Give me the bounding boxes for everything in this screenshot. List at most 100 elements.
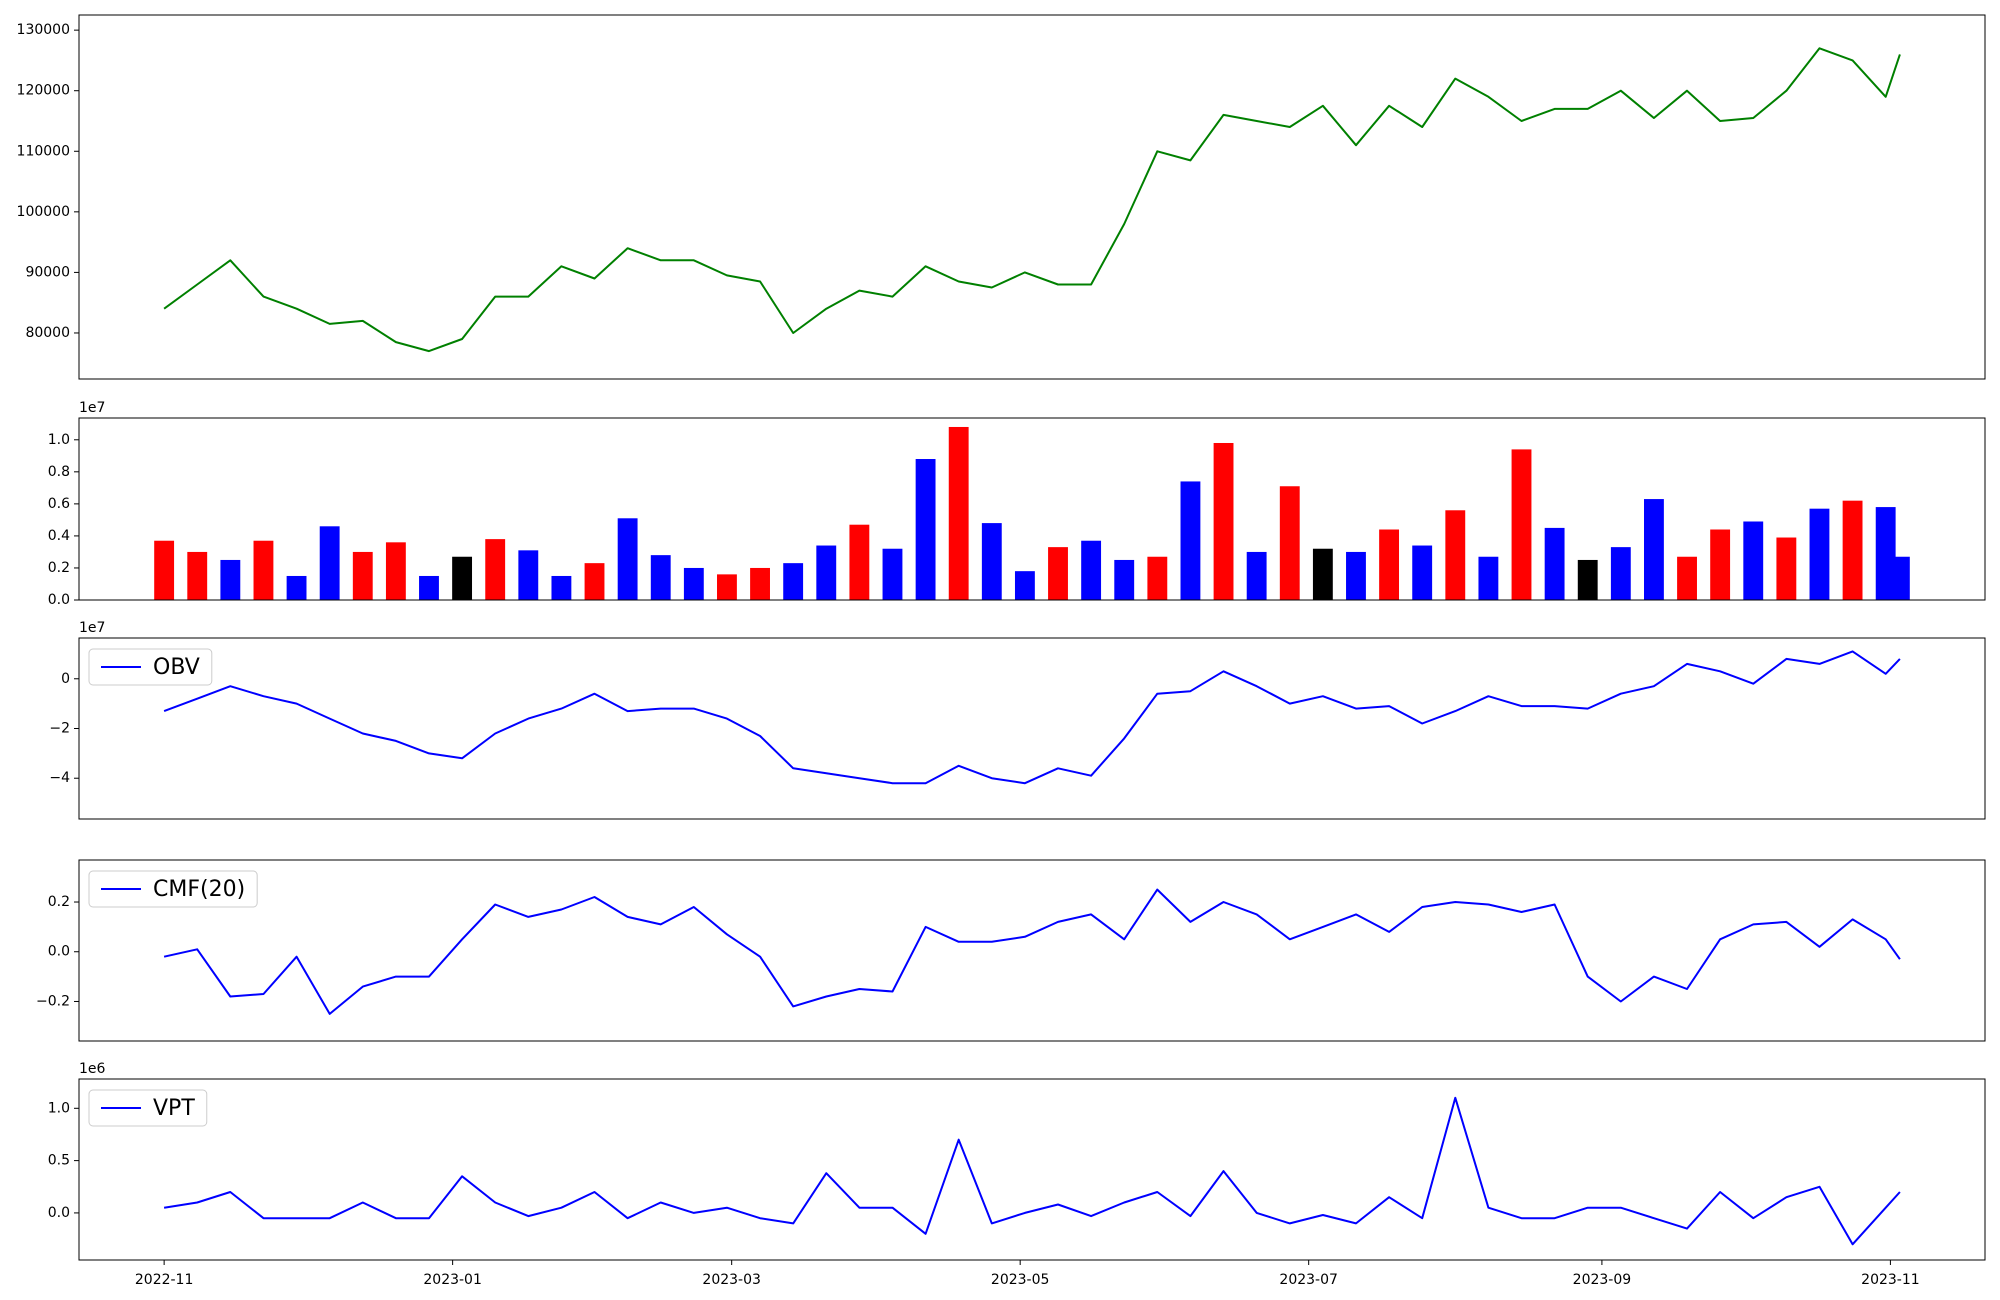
panel: 80000 90000 100000 110000 120000 130000 [17,14,1986,380]
y-tick-label: 110000 [17,143,70,159]
bar [1743,521,1764,600]
legend: OBV [88,648,213,686]
bar [1677,556,1697,600]
y-tick-label: 0.0 [48,592,70,608]
line [163,1096,1901,1246]
y-tick-label: 0.0 [48,1205,70,1221]
bar [1889,556,1910,600]
bar [385,542,406,600]
x-tick-label: 2023-05 [991,1272,1050,1288]
y-tick-label: 1.0 [48,432,70,448]
y-tick-label: 0.2 [48,560,70,576]
x-tick-label: 2023-01 [423,1272,482,1288]
legend-label: OBV [153,655,200,680]
bar [783,563,804,600]
x-tick-label: 2022-11 [135,1272,194,1288]
axes-frame [78,637,1986,820]
bar [1180,481,1201,600]
bar [154,540,175,600]
bar [1710,529,1731,600]
bar [518,550,539,600]
bar [1809,508,1830,600]
panel: 0.0 0.5 1.0 1e6 2022-11 2023-01 2023-03 2023-05… [48,1061,1986,1288]
bar [286,575,307,600]
bar [1048,547,1068,600]
x-tick-label: 2023-11 [1861,1272,1920,1288]
y-tick-label: 0.2 [48,894,70,910]
legend-box [88,648,213,686]
bar [1246,551,1267,600]
legend-label: VPT [153,1096,195,1121]
panel: 0.0 0.2 0.4 0.6 0.8 1.0 1e7 [48,400,1986,608]
y-tick-label: 0.0 [48,944,70,960]
bar [1081,540,1102,600]
bar [1610,547,1631,600]
offset-label: 1e6 [79,1061,106,1077]
legend-box [88,1089,208,1127]
y-tick-label: 120000 [17,83,70,99]
y-tick-label: 0.8 [48,464,70,480]
y-tick-label: 0 [61,671,70,687]
bar [1114,559,1135,600]
bar [1147,556,1168,600]
bar [750,567,770,600]
bar [1511,449,1532,600]
legend-label: CMF(20) [153,877,245,902]
y-tick-label: −2 [49,721,70,737]
bar [1213,442,1234,600]
bar [1478,556,1499,600]
bar [1544,527,1565,600]
y-tick-label: 90000 [25,264,70,280]
bar [948,426,969,600]
line [163,650,1901,785]
bar [1776,537,1797,600]
bar [882,548,903,600]
panel: −4 −2 0 1e7 OBV [49,620,1986,820]
bar [1312,548,1333,600]
legend: VPT [88,1089,208,1127]
bar [187,551,208,600]
line [163,888,1901,1015]
axes-frame [78,417,1986,601]
bar [981,523,1002,600]
bar [220,559,241,600]
legend-box [88,870,258,908]
y-tick-label: 0.4 [48,528,70,544]
y-tick-label: 100000 [17,204,70,220]
x-tick-label: 2023-09 [1573,1272,1632,1288]
line [163,47,1901,353]
bar [1445,510,1466,600]
axes-frame [78,859,1986,1042]
offset-label: 1e7 [79,400,105,416]
bar [683,567,704,600]
axes-frame [78,14,1986,380]
y-tick-label: 1.0 [48,1100,70,1116]
bar [1577,559,1598,600]
bar [1644,499,1664,600]
bar [253,540,274,600]
y-tick-label: 0.6 [48,496,70,512]
bar [1412,545,1433,600]
bar [617,518,638,600]
bar [849,524,870,600]
bar [419,575,439,600]
bar [816,545,837,600]
panel: −0.2 0.0 0.2 CMF(20) [36,859,1986,1042]
bar [452,556,473,600]
y-tick-label: −4 [49,770,70,786]
bar [485,539,506,600]
y-tick-label: −0.2 [36,993,70,1009]
offset-label: 1e7 [79,620,105,636]
bar [319,526,340,600]
bar [551,575,572,600]
bar [1379,529,1400,600]
y-tick-label: 0.5 [48,1153,70,1169]
bar [352,551,373,600]
y-tick-label: 80000 [25,325,70,341]
bar [1842,500,1863,600]
x-tick-label: 2023-07 [1279,1272,1338,1288]
bar [584,563,605,600]
x-tick-label: 2023-03 [702,1272,761,1288]
legend: CMF(20) [88,870,258,908]
